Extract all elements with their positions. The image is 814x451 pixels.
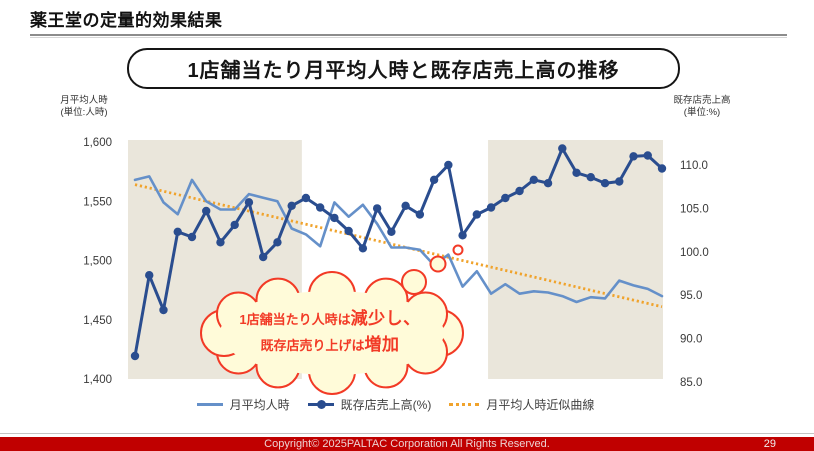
left-axis-tick: 1,450 xyxy=(83,315,112,327)
legend-label: 既存店売上高(%) xyxy=(340,397,432,412)
right-axis-tick: 110.0 xyxy=(680,160,708,172)
callout-emphasis-increase: 増加 xyxy=(364,335,400,355)
header-divider-light xyxy=(30,37,787,38)
trend-line xyxy=(134,183,663,309)
page-number: 29 xyxy=(763,438,776,450)
line-chart: 1,600 1,550 1,500 1,450 1,400 110.0 105.0 100.0… xyxy=(83,137,709,395)
right-axis-tick: 105.0 xyxy=(680,203,709,215)
legend-label: 月平均人時 xyxy=(229,397,290,412)
monthly-hours-line xyxy=(133,175,664,304)
right-axis-title-line2: (単位:%) xyxy=(683,106,721,118)
left-axis-title: 月平均人時 (単位:人時) xyxy=(46,95,122,119)
copyright-text: Copyright© 2025PALTAC Corporation All Ri… xyxy=(264,438,550,450)
legend-label: 月平均人時近似曲線 xyxy=(486,397,595,412)
left-axis-tick: 1,550 xyxy=(83,196,112,208)
legend-item-trend: 月平均人時近似曲線 xyxy=(449,396,594,413)
footer-divider xyxy=(0,433,814,434)
right-axis-tick: 90.0 xyxy=(680,334,702,346)
left-axis-title-line1: 月平均人時 xyxy=(60,95,108,106)
callout-text: 1店舗当たり人時は減少し、 既存店売り上げは増加 xyxy=(205,306,455,359)
sales-line-swatch xyxy=(307,399,334,409)
monthly-hours-line-swatch xyxy=(196,402,223,406)
footer-bar: Copyright© 2025PALTAC Corporation All Ri… xyxy=(0,437,814,451)
left-axis-tick: 1,600 xyxy=(83,137,112,149)
callout-emphasis-decrease: 減少し、 xyxy=(350,309,421,328)
chart-legend: 月平均人時 既存店売上高(%) 月平均人時近似曲線 xyxy=(128,394,663,414)
chart-title: 1店舗当たり月平均人時と既存店売上高の推移 xyxy=(187,60,620,82)
left-axis-tick: 1,500 xyxy=(83,256,112,268)
chart-title-box: 1店舗当たり月平均人時と既存店売上高の推移 xyxy=(127,48,680,89)
left-axis-tick: 1,400 xyxy=(83,374,112,386)
page-title: 薬王堂の定量的効果結果 xyxy=(30,11,223,30)
right-axis-title: 既存店売上高 (単位:%) xyxy=(664,95,740,119)
callout-line2: 既存店売り上げは増加 xyxy=(260,335,400,355)
legend-item-monthly-hours: 月平均人時 xyxy=(196,396,290,413)
left-axis-title-line2: (単位:人時) xyxy=(60,106,108,118)
right-axis-tick: 85.0 xyxy=(680,377,702,389)
right-axis-tick: 100.0 xyxy=(680,247,709,259)
legend-item-sales: 既存店売上高(%) xyxy=(307,396,432,413)
header-divider xyxy=(30,34,787,36)
right-axis-tick: 95.0 xyxy=(680,290,702,302)
cloud-callout xyxy=(200,244,464,395)
callout-line1: 1店舗当たり人時は減少し、 xyxy=(239,309,421,328)
right-axis-title-line1: 既存店売上高 xyxy=(673,95,731,106)
trend-dotted-swatch xyxy=(449,402,480,406)
